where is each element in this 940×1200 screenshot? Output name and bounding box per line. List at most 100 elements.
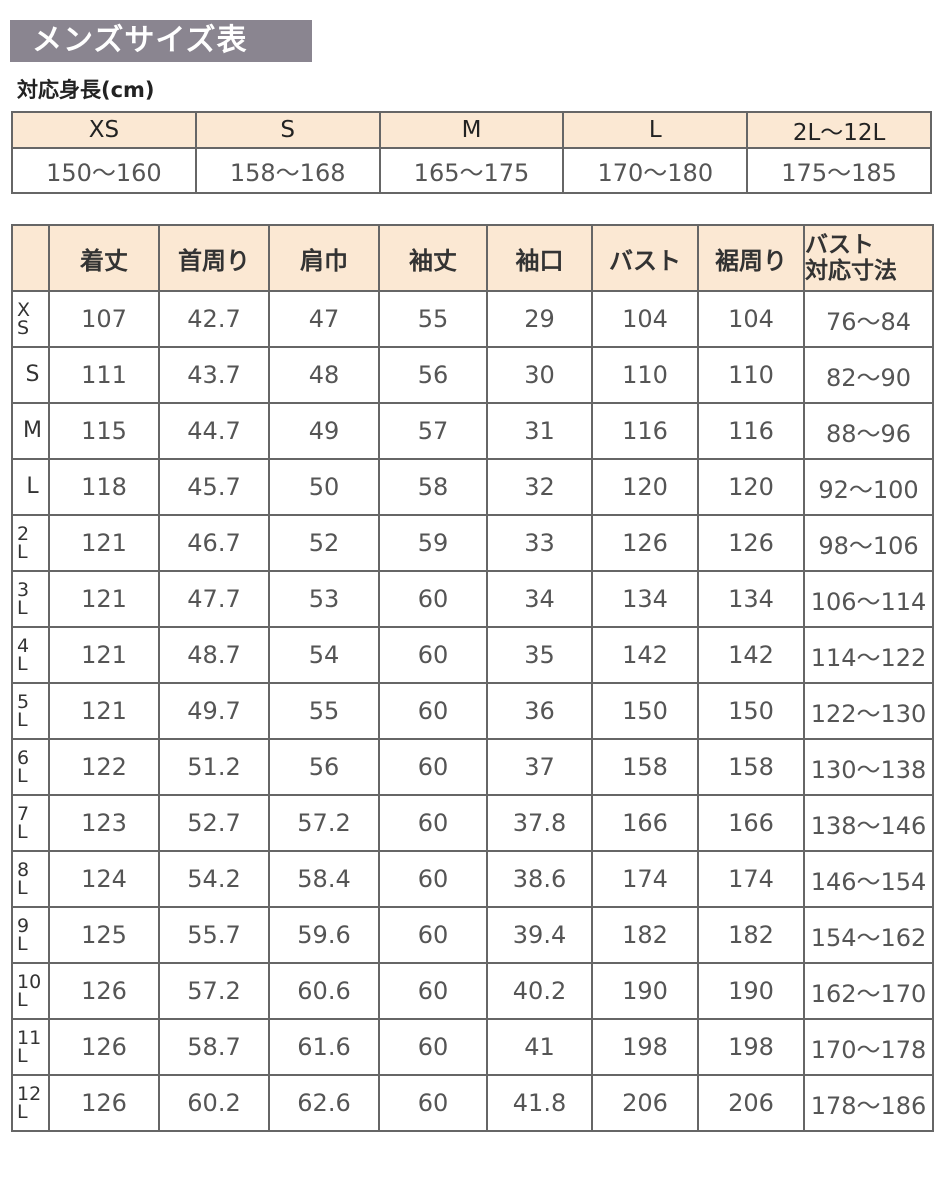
table-cell: 126 bbox=[48, 1074, 160, 1132]
table-cell: 158 bbox=[591, 738, 699, 796]
table-cell: 55.7 bbox=[158, 906, 270, 964]
table-cell: 98〜106 bbox=[803, 514, 934, 572]
size-label-cell: 3L bbox=[11, 570, 50, 628]
table-cell: 134 bbox=[697, 570, 805, 628]
size-label: L bbox=[26, 474, 39, 499]
size-label-cell: 7L bbox=[11, 794, 50, 852]
table-row: M 115 44.7 49 57 31 116 116 88〜96 bbox=[11, 402, 934, 460]
table-cell: 56 bbox=[268, 738, 380, 796]
table-cell: 42.7 bbox=[158, 290, 270, 348]
table-cell: 57.2 bbox=[158, 962, 270, 1020]
table-cell: 120 bbox=[591, 458, 699, 516]
table-cell: 154〜162 bbox=[803, 906, 934, 964]
table-cell: 60 bbox=[378, 738, 488, 796]
size-header: M bbox=[378, 111, 565, 149]
column-header: 肩巾 bbox=[268, 224, 380, 292]
table-row: L 118 45.7 50 58 32 120 120 92〜100 bbox=[11, 458, 934, 516]
table-cell: 122 bbox=[48, 738, 160, 796]
table-cell: 182 bbox=[591, 906, 699, 964]
table-cell: 134 bbox=[591, 570, 699, 628]
table-cell: 60 bbox=[378, 794, 488, 852]
table-cell: 61.6 bbox=[268, 1018, 380, 1076]
size-label-cell: S bbox=[11, 346, 50, 404]
size-label-cell: 2L bbox=[11, 514, 50, 572]
table-cell: 190 bbox=[697, 962, 805, 1020]
table-cell: 39.4 bbox=[486, 906, 593, 964]
table-cell: 115 bbox=[48, 402, 160, 460]
column-header: バスト bbox=[591, 224, 699, 292]
table-cell: 158 bbox=[697, 738, 805, 796]
table-cell: 126 bbox=[48, 962, 160, 1020]
table-cell: 38.6 bbox=[486, 850, 593, 908]
table-cell: 52 bbox=[268, 514, 380, 572]
size-label: S bbox=[25, 362, 40, 387]
table-cell: 53 bbox=[268, 570, 380, 628]
table-cell: 33 bbox=[486, 514, 593, 572]
table-cell: 36 bbox=[486, 682, 593, 740]
column-header: 着丈 bbox=[48, 224, 160, 292]
table-cell: 41.8 bbox=[486, 1074, 593, 1132]
table-cell: 58.7 bbox=[158, 1018, 270, 1076]
size-label-cell: 8L bbox=[11, 850, 50, 908]
table-cell: 162〜170 bbox=[803, 962, 934, 1020]
table-cell: 60 bbox=[378, 1018, 488, 1076]
table-row: 4L 121 48.7 54 60 35 142 142 114〜122 bbox=[11, 626, 934, 684]
size-label-cell: 9L bbox=[11, 906, 50, 964]
size-label: M bbox=[23, 418, 42, 443]
table-cell: 59 bbox=[378, 514, 488, 572]
table-cell: 60 bbox=[378, 1074, 488, 1132]
table-cell: 31 bbox=[486, 402, 593, 460]
table-cell: 62.6 bbox=[268, 1074, 380, 1132]
table-cell: 60 bbox=[378, 962, 488, 1020]
table-cell: 198 bbox=[591, 1018, 699, 1076]
height-label: 対応身長(cm) bbox=[17, 78, 155, 102]
table-cell: 60.6 bbox=[268, 962, 380, 1020]
table-cell: 150 bbox=[591, 682, 699, 740]
table-cell: 41 bbox=[486, 1018, 593, 1076]
table-cell: 47.7 bbox=[158, 570, 270, 628]
table-cell: 92〜100 bbox=[803, 458, 934, 516]
table-cell: 46.7 bbox=[158, 514, 270, 572]
table-cell: 121 bbox=[48, 514, 160, 572]
size-label-cell: 6L bbox=[11, 738, 50, 796]
size-label: 5L bbox=[17, 691, 30, 731]
table-cell: 29 bbox=[486, 290, 593, 348]
size-label: XS bbox=[17, 299, 31, 339]
size-label-cell: M bbox=[11, 402, 50, 460]
table-cell: 126 bbox=[48, 1018, 160, 1076]
table-cell: 57.2 bbox=[268, 794, 380, 852]
table-cell: 49.7 bbox=[158, 682, 270, 740]
table-cell: 60 bbox=[378, 906, 488, 964]
table-row: 7L 123 52.7 57.2 60 37.8 166 166 138〜146 bbox=[11, 794, 934, 852]
table-cell: 174 bbox=[697, 850, 805, 908]
table-cell: 116 bbox=[591, 402, 699, 460]
size-label-cell: 5L bbox=[11, 682, 50, 740]
table-cell: 126 bbox=[697, 514, 805, 572]
column-header: 袖丈 bbox=[378, 224, 488, 292]
height-size-row: XS S M L 2L〜12L bbox=[11, 111, 932, 149]
table-cell: 58.4 bbox=[268, 850, 380, 908]
table-cell: 52.7 bbox=[158, 794, 270, 852]
table-cell: 124 bbox=[48, 850, 160, 908]
table-row: 2L 121 46.7 52 59 33 126 126 98〜106 bbox=[11, 514, 934, 572]
size-label-cell: 12L bbox=[11, 1074, 50, 1132]
table-cell: 76〜84 bbox=[803, 290, 934, 348]
size-header: L bbox=[562, 111, 749, 149]
size-label-cell: 4L bbox=[11, 626, 50, 684]
table-cell: 120 bbox=[697, 458, 805, 516]
table-cell: 121 bbox=[48, 682, 160, 740]
size-label: 4L bbox=[17, 635, 30, 675]
height-range: 150〜160 bbox=[11, 147, 197, 194]
table-cell: 34 bbox=[486, 570, 593, 628]
table-row: 12L 126 60.2 62.6 60 41.8 206 206 178〜186 bbox=[11, 1074, 934, 1132]
table-row: S 111 43.7 48 56 30 110 110 82〜90 bbox=[11, 346, 934, 404]
table-cell: 110 bbox=[591, 346, 699, 404]
table-cell: 60 bbox=[378, 626, 488, 684]
size-label: 11L bbox=[17, 1027, 42, 1067]
table-cell: 35 bbox=[486, 626, 593, 684]
table-cell: 55 bbox=[378, 290, 488, 348]
table-cell: 45.7 bbox=[158, 458, 270, 516]
size-label: 12L bbox=[17, 1083, 42, 1123]
table-cell: 40.2 bbox=[486, 962, 593, 1020]
table-cell: 55 bbox=[268, 682, 380, 740]
